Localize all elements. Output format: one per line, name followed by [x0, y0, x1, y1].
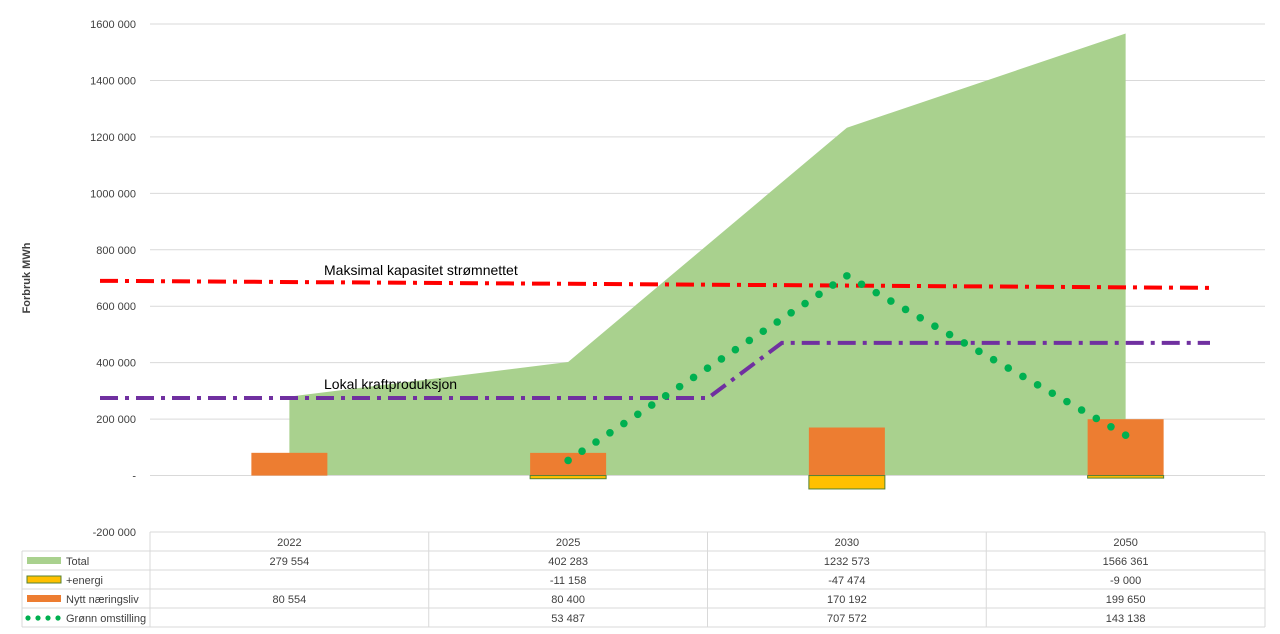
local-production-line [100, 340, 1210, 400]
gronn-omstilling-point [887, 297, 895, 305]
legend-key-total [27, 557, 61, 564]
gronn-omstilling-point [872, 288, 881, 297]
y-tick-label: 1600 000 [90, 19, 136, 31]
gronn-omstilling-point [829, 281, 837, 289]
gronn-omstilling-point [675, 382, 684, 391]
gronn-omstilling-point [1019, 372, 1027, 381]
table-header-cell: 2025 [556, 537, 580, 549]
bar-nytt-naeringsliv [251, 452, 328, 476]
gronn-omstilling-point [731, 345, 740, 354]
legend-key-gronn-dot [25, 615, 31, 621]
gronn-omstilling-point [787, 308, 795, 317]
gronn-omstilling-point [1033, 381, 1042, 389]
gronn-omstilling-point [1077, 406, 1086, 414]
table-value-cell: 279 554 [269, 556, 309, 568]
legend-label: +energi [66, 575, 103, 587]
gronn-omstilling-point [606, 428, 614, 437]
table-value-cell: -11 158 [550, 575, 587, 587]
gronn-omstilling-point [931, 322, 939, 330]
gronn-omstilling-point [620, 419, 628, 428]
gronn-omstilling-point [1107, 422, 1115, 431]
table-value-cell: 170 192 [827, 594, 867, 606]
legend-label: Nytt næringsliv [66, 594, 139, 606]
gronn-omstilling-point [1121, 431, 1130, 439]
bar-energi [529, 475, 607, 480]
y-tick-label: -200 000 [93, 527, 136, 539]
gronn-omstilling-point [773, 318, 781, 326]
gronn-omstilling-point [801, 299, 809, 308]
y-tick-label: 1200 000 [90, 132, 136, 144]
table-header-cell: 2022 [277, 537, 301, 549]
gronn-omstilling-point [960, 339, 969, 347]
bar-energi [1087, 475, 1165, 479]
max-capacity-line [99, 278, 1211, 290]
table-value-cell: 80 400 [551, 594, 585, 606]
gronn-omstilling-point [815, 290, 823, 299]
gronn-omstilling-point [745, 336, 754, 345]
table-value-cell: -9 000 [1110, 575, 1141, 587]
gronn-omstilling-point [843, 272, 851, 280]
gronn-omstilling-point [564, 456, 572, 465]
gronn-omstilling-point [916, 313, 925, 322]
total-area [289, 33, 1126, 476]
bar-nytt-naeringsliv [808, 427, 885, 476]
gronn-omstilling-point [578, 447, 586, 456]
data-table: 2022 2025 2030 2050 Total 279 554 402 283 1232 … [21, 531, 1266, 628]
table-header-cell: 2030 [835, 537, 859, 549]
gronn-omstilling-point [703, 364, 712, 372]
table-value-cell: 1232 573 [824, 556, 870, 568]
gronn-omstilling-point [1063, 397, 1071, 406]
table-value-cell: 143 138 [1106, 613, 1146, 625]
table-header-cell: 2050 [1113, 537, 1137, 549]
table-value-cell: -47 474 [828, 575, 865, 587]
y-tick-label: 800 000 [96, 245, 136, 257]
bar-energi [808, 475, 886, 490]
y-axis-label: Forbruk MWh [21, 242, 33, 313]
table-value-cell: 199 650 [1106, 594, 1146, 606]
y-tick-label: - [132, 471, 136, 483]
table-value-cell: 707 572 [827, 613, 867, 625]
y-tick-label: 400 000 [96, 358, 136, 370]
y-tick-label: 1000 000 [90, 188, 136, 200]
gronn-omstilling-point [717, 355, 726, 363]
gronn-omstilling-point [901, 305, 910, 314]
legend-label: Total [66, 556, 89, 568]
table-value-cell: 1566 361 [1103, 556, 1149, 568]
table-value-cell: 53 487 [551, 613, 585, 625]
y-axis-ticks: 1600 000 1400 000 1200 000 1000 000 800 000 6… [90, 19, 136, 539]
max-capacity-label: Maksimal kapasitet strømnettet [324, 262, 518, 278]
gronn-omstilling-point [759, 327, 768, 336]
gronn-omstilling-point [1004, 364, 1013, 372]
gronn-omstilling-point [1092, 414, 1101, 423]
local-production-label: Lokal kraftproduksjon [324, 376, 457, 392]
gronn-omstilling-point [945, 330, 954, 339]
table-value-cell: 402 283 [548, 556, 588, 568]
legend-key-gronn-dot [55, 615, 61, 621]
gronn-omstilling-point [634, 410, 642, 419]
gronn-omstilling-point [689, 373, 698, 382]
legend-key-nytt [27, 595, 61, 602]
gronn-omstilling-point [647, 401, 656, 409]
gronn-omstilling-point [989, 355, 998, 364]
table-value-cell: 80 554 [273, 594, 307, 606]
bar-nytt-naeringsliv [1087, 419, 1164, 476]
plot-area: Maksimal kapasitet strømnettet Lokal kraf… [99, 33, 1265, 490]
gronn-omstilling-point [857, 280, 866, 289]
gronn-omstilling-point [661, 392, 670, 400]
y-tick-label: 1400 000 [90, 75, 136, 87]
legend-key-energi [26, 575, 62, 584]
y-tick-label: 600 000 [96, 301, 136, 313]
y-tick-label: 200 000 [96, 414, 136, 426]
gronn-omstilling-point [592, 438, 600, 446]
legend-label: Grønn omstilling [66, 613, 146, 625]
legend-key-gronn-dot [35, 615, 41, 621]
gronn-omstilling-point [1048, 389, 1057, 398]
legend-key-gronn-dot [45, 615, 51, 621]
gronn-omstilling-point [975, 347, 983, 356]
